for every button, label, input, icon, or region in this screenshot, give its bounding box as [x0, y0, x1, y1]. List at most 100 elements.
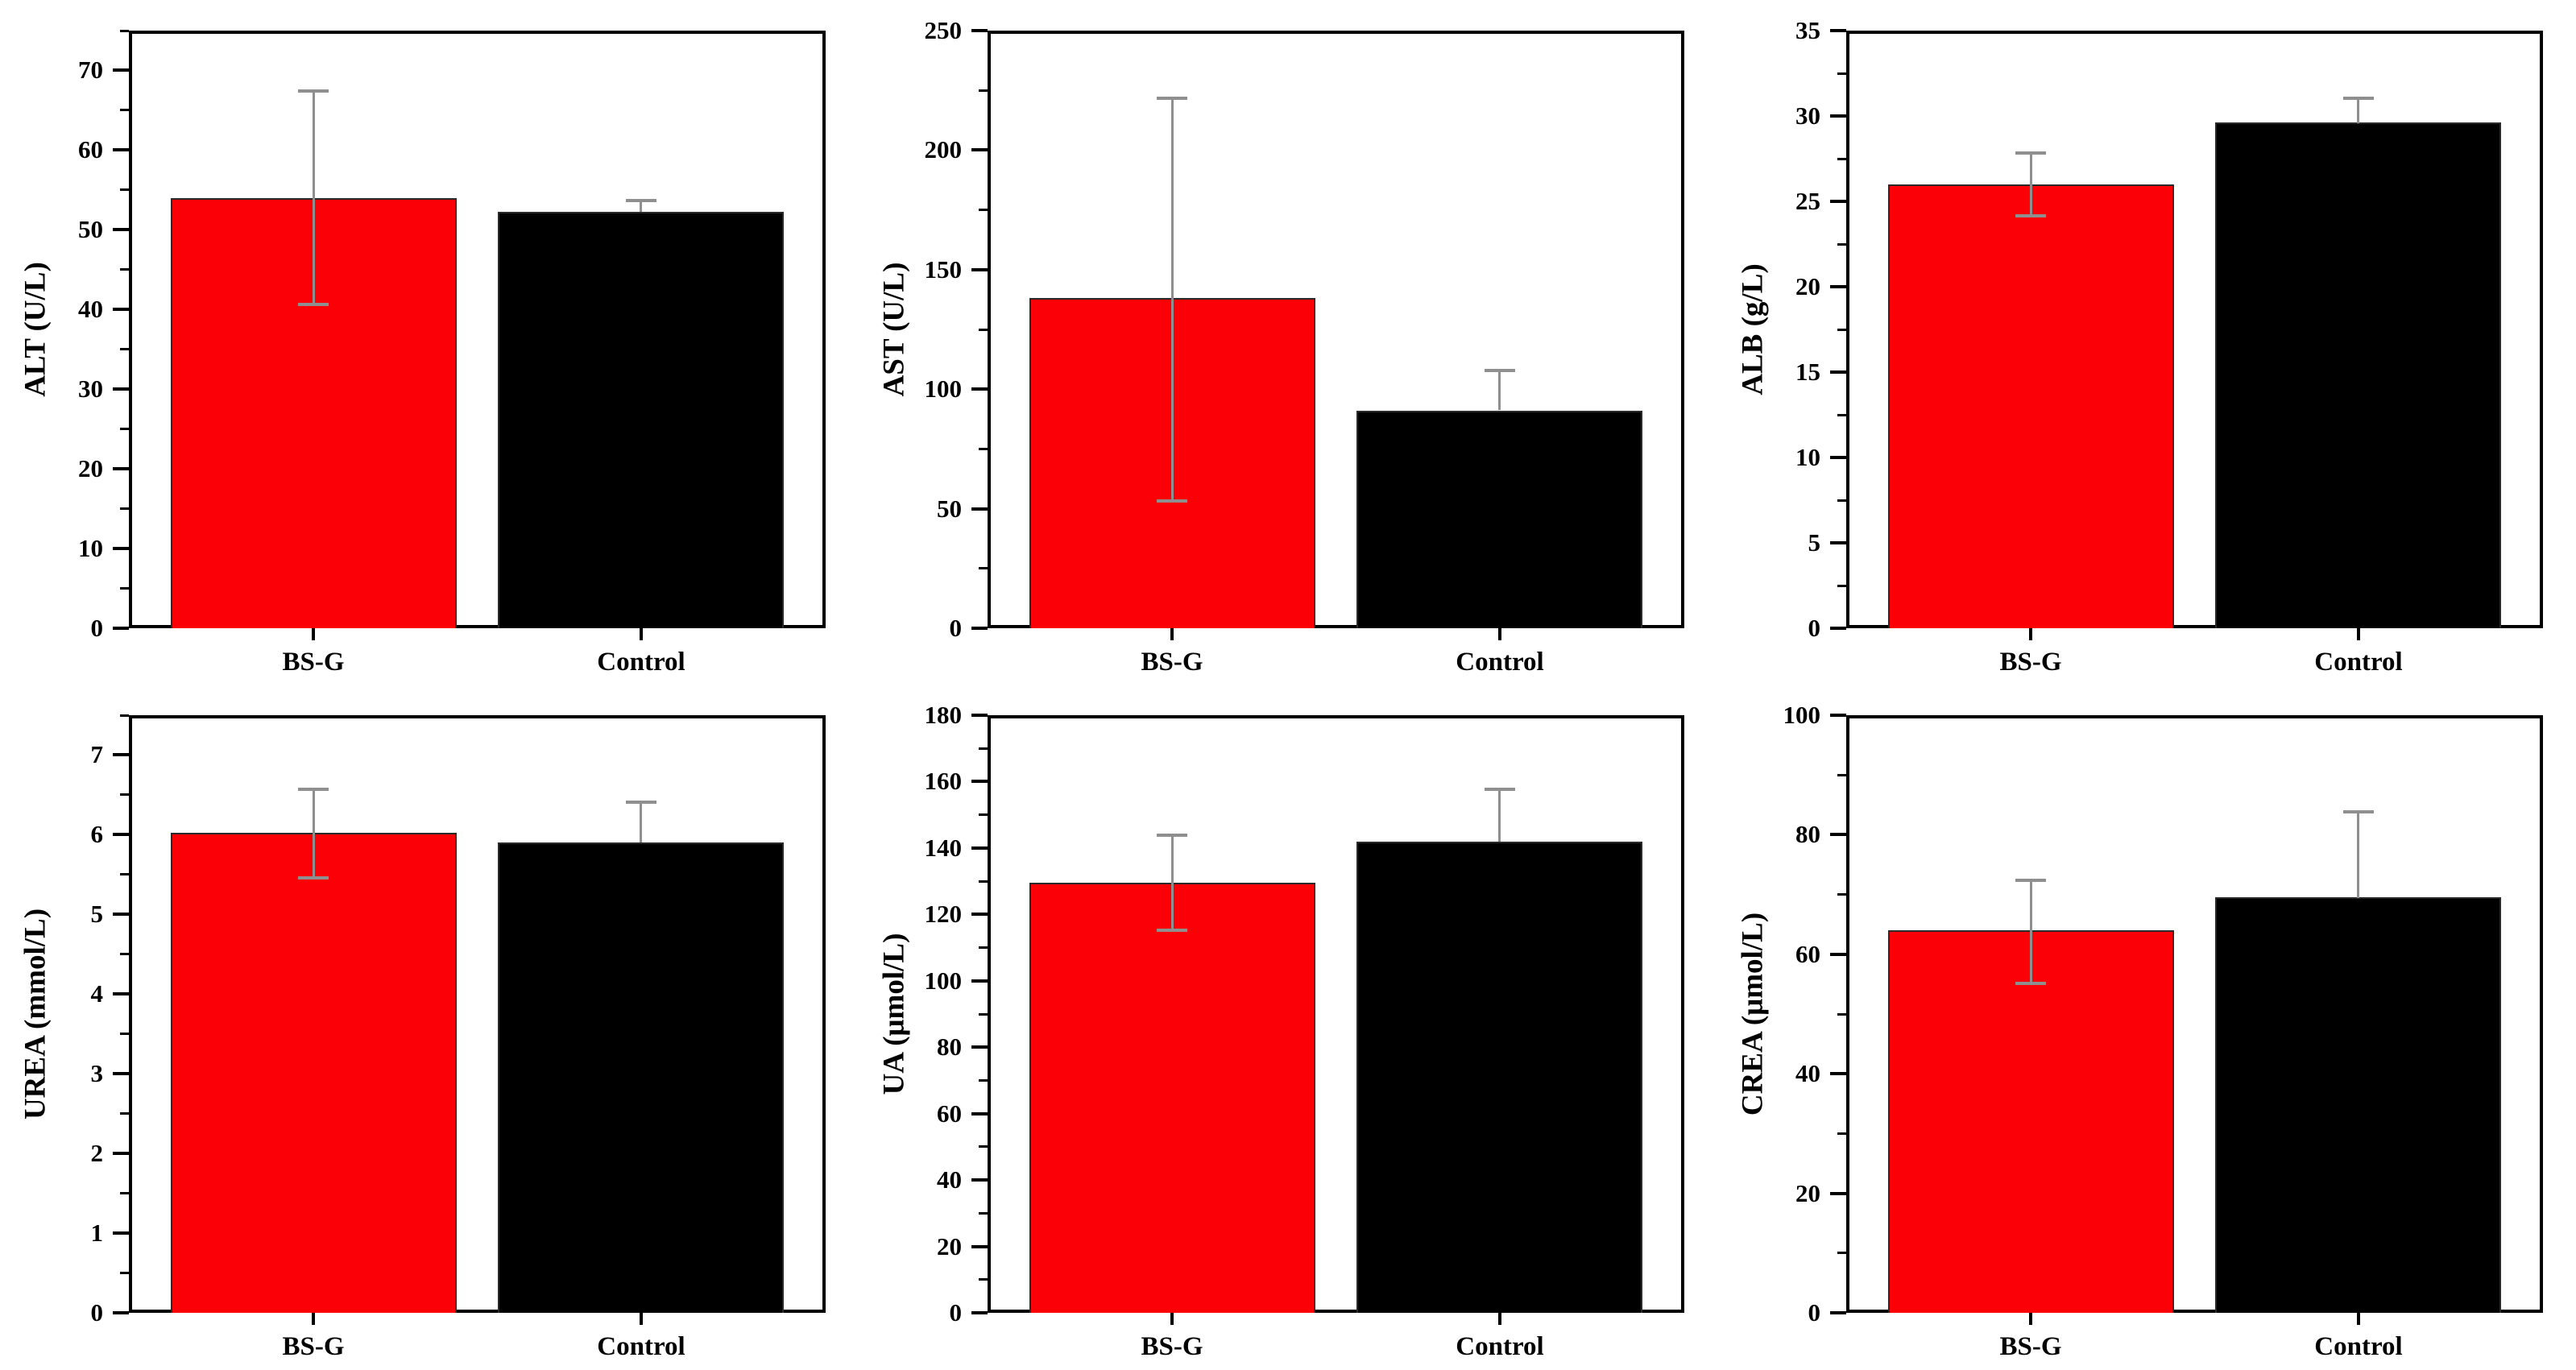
y-tick-label: 60 — [1795, 939, 1820, 968]
y-minor-tick — [1837, 893, 1846, 896]
y-tick-label: 35 — [1795, 16, 1820, 44]
y-major-tick — [1830, 370, 1846, 374]
bar-control — [498, 842, 784, 1313]
y-minor-tick — [1837, 499, 1846, 502]
y-tick-label: 20 — [1795, 1178, 1820, 1207]
y-major-tick — [113, 1311, 129, 1314]
y-tick-label: 100 — [1783, 701, 1821, 729]
y-tick-label: 80 — [1795, 820, 1820, 849]
y-minor-tick — [1837, 157, 1846, 160]
y-major-tick — [1830, 456, 1846, 459]
error-bar-line — [2357, 97, 2359, 123]
y-tick-label: 120 — [924, 900, 963, 929]
bar-control — [2215, 897, 2501, 1313]
y-major-tick — [1830, 114, 1846, 118]
y-minor-tick — [979, 946, 988, 950]
error-bar-line — [1498, 370, 1501, 410]
y-minor-tick — [120, 1272, 129, 1275]
y-minor-tick — [979, 1012, 988, 1016]
y-major-tick — [971, 1244, 988, 1248]
y-minor-tick — [120, 1112, 129, 1115]
y-minor-tick — [979, 328, 988, 331]
y-tick-label: 0 — [90, 614, 104, 642]
y-tick-label: 40 — [1795, 1059, 1820, 1088]
y-tick-label: 250 — [924, 16, 963, 44]
x-tick — [1170, 628, 1174, 640]
y-tick-label: 0 — [949, 614, 963, 642]
error-bar-cap-top — [298, 89, 329, 93]
y-tick-label: 1 — [90, 1219, 104, 1248]
y-minor-tick — [979, 89, 988, 92]
category-label: Control — [597, 648, 685, 677]
panel-ua: UA (μmol/L) 0 20 40 60 80 100 120 140 160 180 BS-G C… — [859, 685, 1717, 1369]
error-bar-cap-bottom — [298, 876, 329, 880]
y-tick-label: 25 — [1795, 187, 1820, 215]
y-minor-tick — [120, 507, 129, 511]
x-tick — [2029, 628, 2032, 640]
y-minor-tick — [120, 587, 129, 590]
y-axis-label: UA (μmol/L) — [877, 933, 911, 1095]
error-bar-line — [2030, 152, 2032, 217]
category-label: Control — [1456, 1332, 1544, 1361]
y-tick-label: 50 — [78, 215, 103, 244]
category-label: BS-G — [282, 1332, 345, 1361]
error-bar-line — [2030, 880, 2032, 984]
y-tick-label: 20 — [78, 454, 103, 483]
bar-bsg — [1888, 930, 2174, 1313]
y-minor-tick — [120, 1192, 129, 1195]
error-bar-cap-bottom — [2015, 982, 2046, 985]
y-major-tick — [971, 267, 988, 271]
y-major-tick — [113, 753, 129, 757]
y-tick-label: 140 — [924, 833, 963, 862]
error-bar-line — [1498, 788, 1501, 842]
error-bar-cap-top — [2343, 810, 2374, 813]
x-tick — [2357, 1313, 2360, 1325]
y-tick-label: 60 — [937, 1099, 962, 1128]
y-minor-tick — [1837, 328, 1846, 331]
y-major-tick — [113, 387, 129, 391]
y-tick-label: 0 — [1808, 614, 1821, 642]
y-minor-tick — [120, 29, 129, 32]
y-tick-label: 20 — [1795, 272, 1820, 300]
y-tick-label: 30 — [1795, 101, 1820, 130]
y-major-tick — [971, 627, 988, 630]
y-tick-label: 0 — [90, 1298, 104, 1327]
y-tick-label: 40 — [78, 295, 103, 324]
y-major-tick — [971, 507, 988, 511]
error-bar-cap-top — [1485, 369, 1515, 372]
y-minor-tick — [1837, 1132, 1846, 1135]
bar-bsg — [1029, 883, 1315, 1313]
y-major-tick — [113, 68, 129, 72]
error-bar-line — [1171, 97, 1174, 502]
y-major-tick — [1830, 833, 1846, 837]
y-tick-label: 4 — [90, 979, 104, 1008]
y-major-tick — [971, 913, 988, 917]
error-bar-line — [1171, 834, 1174, 931]
y-minor-tick — [979, 747, 988, 750]
error-bar-line — [640, 801, 642, 842]
y-tick-label: 100 — [924, 375, 963, 404]
y-minor-tick — [120, 188, 129, 192]
error-bar-line — [313, 90, 315, 305]
y-minor-tick — [120, 793, 129, 797]
category-label: BS-G — [1999, 1332, 2062, 1361]
y-major-tick — [113, 992, 129, 996]
y-tick-label: 5 — [90, 900, 104, 929]
y-minor-tick — [1837, 584, 1846, 587]
y-tick-label: 20 — [937, 1231, 962, 1260]
y-minor-tick — [120, 109, 129, 112]
y-minor-tick — [120, 953, 129, 956]
y-minor-tick — [1837, 1012, 1846, 1016]
y-minor-tick — [1837, 1252, 1846, 1255]
y-tick-label: 2 — [90, 1139, 104, 1168]
y-minor-tick — [979, 567, 988, 570]
x-tick — [1170, 1313, 1174, 1325]
y-minor-tick — [979, 813, 988, 817]
y-minor-tick — [1837, 773, 1846, 776]
category-label: BS-G — [1141, 1332, 1203, 1361]
y-major-tick — [1830, 1191, 1846, 1195]
bar-bsg — [171, 833, 457, 1313]
error-bar-cap-top — [2015, 151, 2046, 155]
y-minor-tick — [979, 209, 988, 212]
